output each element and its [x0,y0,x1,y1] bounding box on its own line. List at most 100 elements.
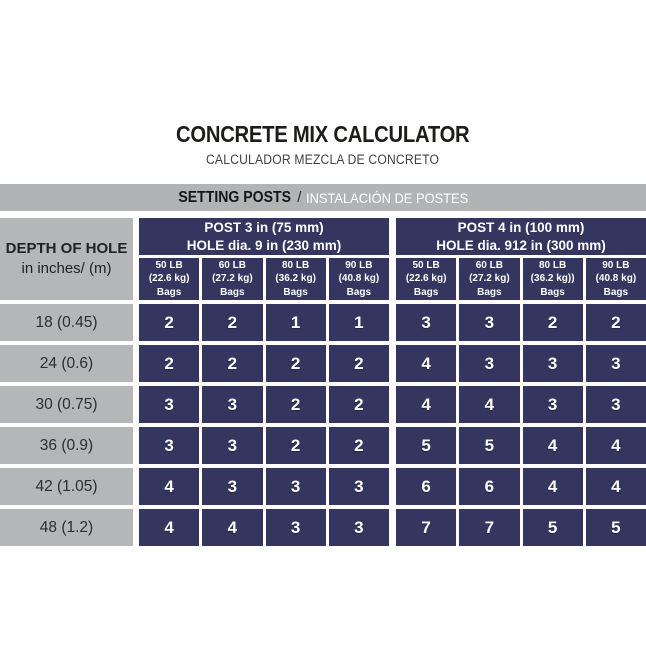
row-label: 18 (0.45) [0,304,133,341]
depth-header-line1: DEPTH OF HOLE [5,239,128,257]
bag-column-header-unit: Bags [283,286,308,298]
group-header-line2: HOLE dia. 912 in (300 mm) [436,237,606,253]
calc-table: DEPTH OF HOLE in inches/ (m) 18 (0.45) 24… [0,218,646,546]
bag-count-cell: 3 [202,427,263,464]
bag-column-header-kg: (40.8 kg) [338,273,380,285]
bag-column-header-weight: 90 LB [602,260,630,272]
bag-column-header-weight: 90 LB [345,260,373,272]
bag-count-cell: 3 [139,427,200,464]
bag-column-header-weight: 80 LB [539,260,567,272]
post-group-3in: POST 3 in (75 mm) HOLE dia. 9 in (230 mm… [139,218,389,546]
group-header-line2: HOLE dia. 9 in (230 mm) [186,237,342,253]
bag-column-header-kg: (27.2 kg) [212,273,253,285]
bag-count-cell: 4 [459,386,520,423]
bag-size-header-row: 50 LB (22.6 kg) Bags 60 LB (27.2 kg) Bags 80 L… [139,258,389,300]
bag-column-header: 80 LB (36.2 kg) Bags [265,258,326,300]
bag-count-cell: 2 [328,427,389,464]
page-title: CONCRETE MIX CALCULATOR [176,121,470,147]
title-block: CONCRETE MIX CALCULATOR CALCULADOR MEZCL… [0,121,646,169]
bag-count-cell: 4 [585,427,646,464]
bag-column-header: 80 LB (36.2 kg)) Bags [522,258,583,300]
bag-count-cell: 4 [139,468,200,505]
bag-count-cell: 2 [202,304,263,341]
bag-column-header: 60 LB (27.2 kg) Bags [202,258,263,300]
row-label: 36 (0.9) [0,427,133,464]
bag-count-cell: 4 [139,509,200,546]
bag-count-cell: 4 [522,427,583,464]
bag-column-header-weight: 60 LB [475,260,503,272]
bag-column-header-kg: (36.2 kg)) [530,273,575,285]
bag-count-cell: 2 [522,304,583,341]
bag-count-cell: 2 [265,427,326,464]
group-header-line1: POST 3 in (75 mm) [204,219,324,235]
bag-column-header-unit: Bags [346,286,372,298]
banner-subtitle: INSTALACIÓN DE POSTES [306,189,469,206]
bag-column-header-kg: (22.6 kg) [148,273,190,285]
banner-title: SETTING POSTS [178,188,292,206]
bag-column-header-weight: 60 LB [218,260,246,272]
bag-count-cell: 6 [459,468,520,505]
bag-column-header-unit: Bags [477,286,502,298]
bag-column-header-unit: Bags [156,286,182,298]
bag-count-cell: 1 [328,304,389,341]
depth-of-hole-header: DEPTH OF HOLE in inches/ (m) [0,218,133,300]
bag-count-cell: 1 [265,304,326,341]
bag-column-header-kg: (22.6 kg) [405,273,447,285]
bag-count-cell: 5 [396,427,457,464]
post-group-4in: POST 4 in (100 mm) HOLE dia. 912 in (300… [396,218,646,546]
bag-column-header: 90 LB (40.8 kg) Bags [328,258,389,300]
bag-count-cell: 5 [459,427,520,464]
bag-column-header-weight: 80 LB [282,260,310,272]
group-header-line1: POST 4 in (100 mm) [457,219,585,235]
bag-column-header-kg: (36.2 kg) [275,273,316,285]
bag-count-cell: 4 [396,345,457,382]
bag-count-cell: 5 [522,509,583,546]
bag-count-cell: 3 [328,468,389,505]
row-label-column: DEPTH OF HOLE in inches/ (m) 18 (0.45) 24… [0,218,133,546]
bag-count-cell: 4 [522,468,583,505]
bag-size-header-row: 50 LB (22.6 kg) Bags 60 LB (27.2 kg) Bags 80 L… [396,258,646,300]
row-label: 48 (1.2) [0,509,133,546]
bag-count-cell: 2 [139,345,200,382]
bag-column-header: 60 LB (27.2 kg) Bags [459,258,520,300]
section-banner: SETTING POSTS / INSTALACIÓN DE POSTES [0,184,646,211]
banner-separator: / [297,189,302,206]
bag-column-header-weight: 50 LB [155,260,183,272]
bag-count-cell: 4 [202,509,263,546]
bag-column-header: 50 LB (22.6 kg) Bags [396,258,457,300]
bag-count-cell: 2 [328,386,389,423]
bag-count-cell: 3 [522,345,583,382]
bag-count-cell: 2 [139,304,200,341]
row-label: 30 (0.75) [0,386,133,423]
bag-count-cell: 7 [459,509,520,546]
page-subtitle: CALCULADOR MEZCLA DE CONCRETO [206,151,440,167]
depth-header-line2: in inches/ (m) [21,260,112,277]
bag-count-cell: 3 [202,386,263,423]
bag-count-cell: 2 [202,345,263,382]
bag-column-header-weight: 50 LB [412,260,440,272]
bag-count-cell: 2 [265,345,326,382]
bag-count-cell: 4 [585,468,646,505]
bag-count-cell: 3 [265,468,326,505]
bag-count-cell: 3 [139,386,200,423]
row-label: 42 (1.05) [0,468,133,505]
row-label: 24 (0.6) [0,345,133,382]
bag-column-header-unit: Bags [540,286,565,298]
bag-count-cell: 3 [202,468,263,505]
bag-count-cell: 4 [396,386,457,423]
bag-count-cell: 6 [396,468,457,505]
group-header-post4: POST 4 in (100 mm) HOLE dia. 912 in (300… [396,218,646,255]
group-header-post3: POST 3 in (75 mm) HOLE dia. 9 in (230 mm… [139,218,389,255]
bag-count-cell: 3 [459,345,520,382]
